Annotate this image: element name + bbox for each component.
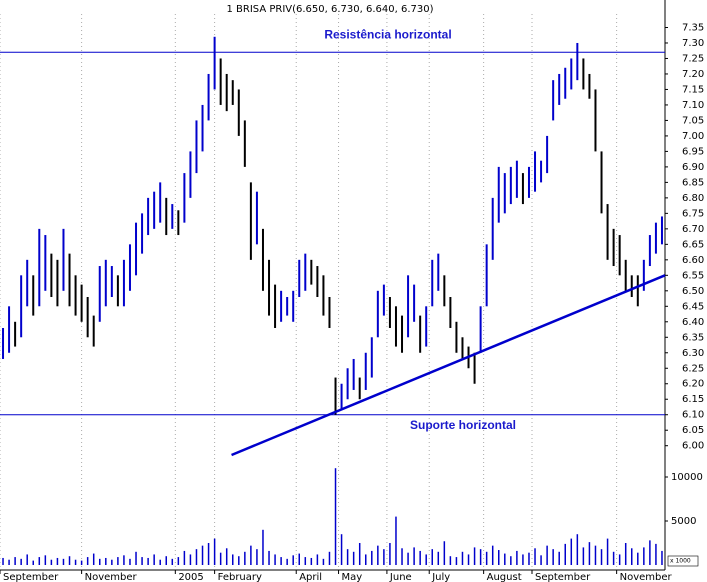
x-tick-label: November	[620, 572, 673, 582]
y-tick-label: 6.90	[682, 162, 704, 173]
x-tick-label: June	[389, 572, 412, 582]
y-tick-label: 6.00	[682, 441, 704, 452]
x-tick-label: February	[218, 572, 262, 582]
y-tick-label: 7.05	[682, 115, 704, 126]
y-tick-label: 7.15	[682, 84, 704, 95]
y-tick-label: 6.75	[682, 208, 704, 219]
y-tick-label: 6.85	[682, 177, 704, 188]
y-tick-label: 6.15	[682, 394, 704, 405]
annotation: Resistência horizontal	[324, 27, 451, 41]
x-tick-label: May	[342, 572, 363, 582]
y-tick-label: 7.25	[682, 53, 704, 64]
volume-tick-label: 5000	[671, 516, 696, 527]
x-tick-label: July	[431, 572, 450, 582]
y-tick-label: 6.20	[682, 379, 704, 390]
y-tick-label: 6.55	[682, 270, 704, 281]
y-tick-label: 6.25	[682, 363, 704, 374]
y-tick-label: 6.70	[682, 224, 704, 235]
x-tick-label: November	[85, 572, 138, 582]
trend-line	[231, 274, 666, 457]
y-tick-label: 6.30	[682, 348, 704, 359]
y-tick-label: 7.30	[682, 38, 704, 49]
volume-unit-label: x 1000	[670, 558, 691, 565]
y-tick-label: 6.50	[682, 286, 704, 297]
y-tick-label: 7.35	[682, 22, 704, 33]
chart-title: 1 BRISA PRIV(6.650, 6.730, 6.640, 6.730)	[226, 4, 433, 15]
y-tick-label: 6.10	[682, 410, 704, 421]
y-tick-label: 6.65	[682, 239, 704, 250]
y-tick-label: 6.95	[682, 146, 704, 157]
y-tick-label: 7.10	[682, 100, 704, 111]
x-tick-label: April	[299, 572, 322, 582]
volume-tick-label: 10000	[671, 472, 703, 483]
y-tick-label: 6.60	[682, 255, 704, 266]
annotation: Suporte horizontal	[410, 418, 516, 432]
y-tick-label: 6.35	[682, 332, 704, 343]
y-tick-label: 6.45	[682, 301, 704, 312]
y-tick-label: 6.40	[682, 317, 704, 328]
y-tick-label: 7.00	[682, 131, 704, 142]
y-tick-label: 6.05	[682, 425, 704, 436]
x-tick-label: August	[487, 572, 522, 582]
x-tick-label: 2005	[178, 572, 203, 582]
x-tick-label: September	[535, 572, 591, 582]
y-tick-label: 7.20	[682, 69, 704, 80]
y-tick-label: 6.80	[682, 193, 704, 204]
x-tick-label: September	[3, 572, 59, 582]
volume-unit-box	[667, 555, 699, 567]
